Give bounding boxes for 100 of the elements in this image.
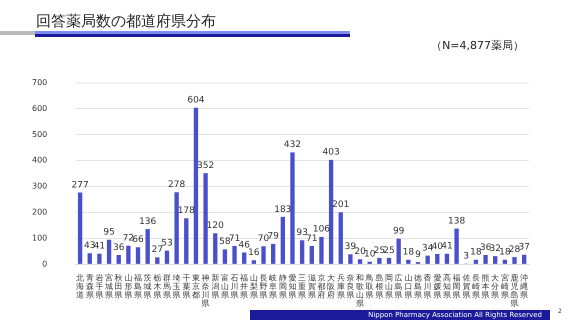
bar — [222, 249, 228, 264]
data-label: 41 — [94, 242, 106, 252]
data-label: 37 — [518, 242, 530, 253]
data-label: 18 — [402, 248, 414, 258]
x-tick-label: 岐阜県 — [269, 274, 278, 300]
bar — [106, 240, 112, 264]
bar — [261, 246, 266, 264]
x-tick-label: 兵庫県 — [336, 274, 345, 300]
x-tick-label: 宮崎県 — [500, 274, 509, 300]
data-label: 18 — [499, 248, 511, 258]
bar — [406, 260, 410, 264]
bar — [493, 256, 498, 264]
bar — [116, 255, 121, 264]
data-label: 604 — [187, 96, 205, 106]
data-label: 99 — [392, 226, 405, 237]
x-tick-label: 福島県 — [134, 274, 142, 300]
bar — [396, 238, 401, 264]
data-label: 25 — [374, 246, 386, 256]
data-label: 53 — [161, 238, 173, 248]
x-tick-label: 京都府 — [317, 274, 326, 300]
x-tick-label: 長崎県 — [472, 274, 480, 300]
bar — [338, 212, 343, 264]
bar — [155, 257, 160, 264]
bar — [174, 192, 179, 264]
x-tick-label: 宮城県 — [104, 274, 114, 300]
bar — [454, 228, 459, 264]
bar — [512, 257, 517, 264]
bar — [348, 254, 353, 264]
x-tick-label: 大分県 — [491, 274, 500, 300]
bar — [386, 258, 392, 264]
data-label: 18 — [470, 248, 482, 258]
bar — [252, 260, 256, 264]
x-tick-label: 秋田県 — [114, 274, 123, 300]
x-tick-label: 愛知県 — [288, 274, 296, 300]
data-label: 432 — [284, 140, 302, 150]
x-tick-label: 山口県 — [404, 274, 412, 300]
bar — [213, 233, 218, 264]
x-tick-label: 北海道 — [76, 274, 84, 300]
data-label: 79 — [267, 232, 280, 242]
x-tick-label: 鹿児島県 — [510, 274, 519, 308]
x-tick-label: 三重県 — [298, 274, 306, 300]
y-tick-label: 0 — [42, 259, 48, 268]
data-label: 39 — [344, 242, 356, 252]
x-tick-label: 埼玉県 — [172, 274, 181, 300]
data-label: 41 — [441, 242, 453, 252]
data-label: 43 — [84, 241, 96, 252]
y-tick-label: 500 — [32, 130, 48, 139]
x-tick-label: 山梨県 — [250, 274, 258, 300]
x-tick-label: 和歌山県 — [356, 274, 364, 308]
bar — [358, 259, 362, 264]
data-label: 403 — [322, 148, 340, 158]
data-label: 28 — [508, 244, 521, 255]
bar — [444, 254, 450, 264]
bar — [435, 254, 440, 264]
data-label: 71 — [306, 234, 318, 244]
bar — [474, 260, 478, 264]
x-tick-label: 東京都 — [192, 274, 200, 300]
chart-subtitle: （N=4,877薬局） — [431, 38, 524, 53]
data-label: 138 — [448, 216, 466, 226]
bar — [88, 253, 92, 264]
x-tick-label: 沖縄県 — [519, 274, 528, 300]
bar — [502, 260, 508, 264]
data-label: 27 — [152, 245, 164, 256]
x-tick-label: 愛媛県 — [433, 274, 442, 300]
x-tick-label: 石川県 — [230, 274, 239, 300]
x-tick-label: 島根県 — [375, 274, 384, 300]
x-tick-label: 香川県 — [424, 274, 432, 300]
bar — [280, 216, 285, 264]
bar — [300, 240, 304, 264]
x-tick-label: 福岡県 — [452, 274, 461, 300]
x-tick-label: 山形県 — [124, 274, 132, 300]
data-label: 10 — [364, 250, 376, 260]
data-label: 9 — [415, 250, 422, 260]
bar — [146, 229, 150, 264]
bar — [377, 258, 382, 264]
bar — [203, 173, 208, 264]
data-label: 71 — [228, 234, 240, 244]
bar — [164, 250, 170, 264]
x-tick-label: 栃木県 — [153, 274, 162, 300]
x-tick-label: 広島県 — [394, 274, 403, 300]
y-tick-label: 300 — [32, 182, 48, 191]
y-tick-label: 700 — [32, 78, 48, 87]
data-label: 36 — [112, 242, 125, 253]
x-tick-label: 群馬県 — [162, 274, 171, 300]
chart-title: 回答薬局数の都道府県分布 — [36, 12, 216, 31]
x-tick-label: 高知県 — [442, 274, 451, 300]
bar — [78, 192, 82, 264]
data-label: 3 — [463, 251, 470, 262]
bar — [126, 246, 131, 264]
bar — [271, 244, 276, 264]
data-label: 70 — [258, 234, 270, 244]
y-tick-label: 100 — [32, 234, 48, 243]
y-tick-label: 600 — [32, 104, 48, 113]
bar — [232, 246, 237, 264]
y-tick-label: 400 — [32, 156, 48, 165]
x-tick-label: 福井県 — [240, 274, 248, 300]
bar — [310, 246, 314, 264]
x-tick-label: 徳島県 — [414, 274, 422, 300]
x-tick-label: 奈良県 — [346, 274, 354, 300]
x-tick-label: 岩手県 — [95, 274, 104, 300]
